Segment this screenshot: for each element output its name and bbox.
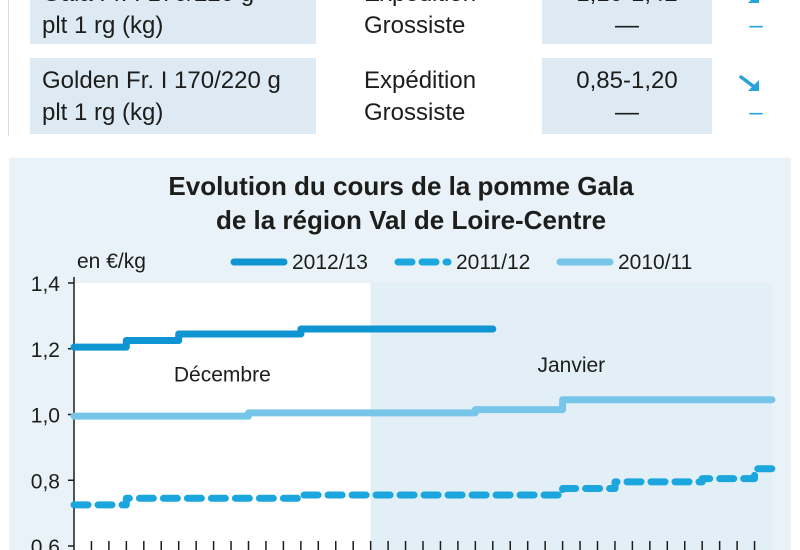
table-row-gala: Gala Fr. I 170/220 g plt 1 rg (kg) Expéd…: [0, 0, 800, 44]
arrow-down-right-icon: [748, 0, 759, 3]
product-name: Gala Fr. I 170/220 g: [42, 0, 254, 10]
period-label: Janvier: [537, 354, 605, 377]
plot-area-january: [370, 283, 772, 550]
y-tick-label: 1,2: [31, 339, 60, 362]
series-line-2012-13: [70, 325, 497, 351]
legend-label: 2012/13: [292, 251, 368, 274]
y-axis-label: en €/kg: [77, 250, 146, 273]
market-stage: Expédition: [364, 0, 476, 10]
price-range: 1,10-1,42: [542, 0, 712, 10]
period-label: Décembre: [174, 364, 271, 387]
x-ticks: [90, 541, 756, 550]
series-lines: [70, 325, 776, 509]
series-line-2010-11: [70, 396, 776, 420]
y-tick-label: 1,0: [31, 405, 60, 428]
market-stage-2: Grossiste: [364, 12, 466, 39]
market-stage-2: Grossiste: [364, 99, 466, 126]
price-cell-bg: [542, 58, 712, 134]
market-stage: Expédition: [364, 67, 477, 94]
price-table: Gala Fr. I 170/220 g plt 1 rg (kg) Expéd…: [0, 0, 800, 140]
legend-label: 2010/11: [618, 251, 692, 274]
chart-subtitle: de la région Val de Loire-Centre: [216, 205, 606, 235]
price-range-2: —: [615, 12, 639, 39]
trend-2: –: [749, 12, 763, 39]
table-row-golden: Golden Fr. I 170/220 g plt 1 rg (kg) Exp…: [0, 58, 800, 134]
chart-title: Evolution du cours de la pomme Gala: [168, 171, 634, 201]
product-unit: plt 1 rg (kg): [42, 99, 164, 126]
arrow-down-right-icon: [739, 75, 759, 91]
product-unit: plt 1 rg (kg): [42, 12, 164, 39]
price-range-2: —: [615, 99, 639, 126]
legend: 2012/13 2011/12 2010/11: [230, 251, 692, 274]
y-tick-label: 0,8: [31, 470, 60, 493]
trend-2: –: [749, 99, 763, 126]
period-labels: Décembre Janvier: [174, 354, 605, 387]
name-cell-bg: [30, 58, 316, 134]
price-range: 0,85-1,20: [576, 67, 678, 94]
price-cell-bg: [542, 0, 712, 44]
name-cell-bg: [30, 0, 316, 44]
y-tick-label: 1,4: [31, 273, 61, 296]
table-left-border: [8, 0, 9, 136]
series-line-2011-12: [70, 465, 776, 509]
y-tick-labels: 0,6 0,8 1,0 1,2 1,4: [31, 273, 74, 550]
product-name: Golden Fr. I 170/220 g: [42, 67, 281, 94]
legend-label: 2011/12: [456, 251, 530, 274]
y-tick-label: 0,6: [31, 536, 60, 550]
